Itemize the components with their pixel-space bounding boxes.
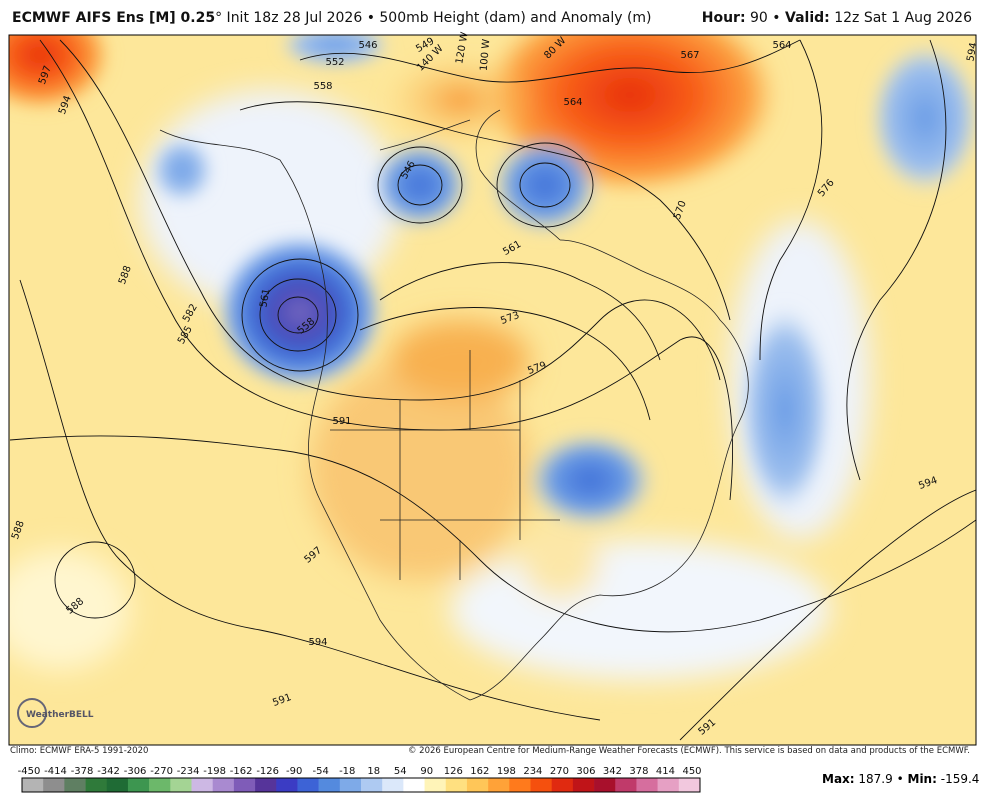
max-value: 187.9	[858, 772, 893, 786]
header-right: Hour: 90 • Valid: 12z Sat 1 Aug 2026	[702, 10, 972, 26]
run-details: ° Init 18z 28 Jul 2026 • 500mb Height (d…	[215, 10, 652, 26]
colorbar-label: -378	[71, 766, 94, 777]
colorbar-swatch	[212, 778, 235, 792]
colorbar-swatch	[657, 778, 680, 792]
colorbar-label: 270	[550, 766, 569, 777]
colorbar-swatch	[191, 778, 213, 792]
anomaly-field	[9, 35, 976, 745]
colorbar-label: -414	[44, 766, 67, 777]
colorbar-swatch	[466, 778, 489, 792]
colorbar-swatch	[43, 778, 65, 792]
colorbar-swatch	[572, 778, 595, 792]
contour-label: 552	[325, 57, 344, 68]
contour-label: 546	[358, 40, 377, 51]
colorbar-swatch	[509, 778, 531, 792]
colorbar-swatch	[85, 778, 108, 792]
contour-label: 558	[313, 81, 332, 92]
colorbar-label: 450	[682, 766, 701, 777]
max-label: Max:	[822, 772, 855, 786]
logo: WeatherBELL	[17, 698, 94, 728]
colorbar-label: 306	[576, 766, 595, 777]
hour: 90	[750, 10, 768, 26]
colorbar-swatch	[488, 778, 510, 792]
colorbar-swatch	[276, 778, 298, 792]
colorbar-label: -270	[150, 766, 173, 777]
contour-label: 100 W	[479, 38, 493, 71]
colorbar-label: 54	[394, 766, 407, 777]
colorbar-swatch	[445, 778, 468, 792]
colorbar-label: -126	[256, 766, 279, 777]
colorbar-label: 18	[367, 766, 380, 777]
colorbar-frame	[21, 777, 701, 793]
min-label: Min:	[907, 772, 937, 786]
colorbar-swatch	[22, 778, 44, 792]
contour-label: 564	[772, 40, 791, 51]
colorbar-swatch	[636, 778, 658, 792]
colorbar-label: -450	[18, 766, 41, 777]
colorbar-swatch	[170, 778, 192, 792]
colorbar-label: -198	[203, 766, 226, 777]
separator: •	[772, 10, 781, 26]
climo-note: Climo: ECMWF ERA-5 1991-2020	[10, 746, 149, 756]
hour-label: Hour:	[701, 10, 746, 26]
contour-label: 564	[563, 97, 582, 108]
max-min: Max: 187.9 • Min: -159.4	[822, 772, 979, 786]
colorbar-label: -162	[230, 766, 253, 777]
colorbar-swatch	[255, 778, 277, 792]
colorbar-swatch	[339, 778, 362, 792]
colorbar-label: -54	[313, 766, 329, 777]
colorbar-swatch	[594, 778, 616, 792]
separator: •	[896, 772, 904, 786]
height-contours	[9, 39, 976, 741]
colorbar-label: -18	[339, 766, 355, 777]
colorbar-swatch	[297, 778, 319, 792]
colorbar-label: 414	[656, 766, 675, 777]
logo-text: WeatherBELL	[26, 710, 94, 720]
min-value: -159.4	[940, 772, 980, 786]
colorbar-swatch	[149, 778, 171, 792]
coastlines	[159, 109, 749, 701]
colorbar-label: -342	[97, 766, 120, 777]
colorbar-swatch	[615, 778, 637, 792]
copyright: © 2026 European Centre for Medium-Range …	[407, 746, 970, 756]
model-title: ECMWF AIFS Ens [M] 0.25	[12, 10, 216, 26]
valid-time: 12z Sat 1 Aug 2026	[834, 10, 972, 26]
colorbar-swatch	[382, 778, 404, 792]
colorbar-swatch	[530, 778, 552, 792]
contour-label: 594	[308, 637, 327, 648]
header-left: ECMWF AIFS Ens [M] 0.25° Init 18z 28 Jul…	[12, 10, 652, 26]
colorbar-swatch	[64, 778, 86, 792]
colorbar-label: 234	[523, 766, 542, 777]
colorbar-label: 378	[629, 766, 648, 777]
colorbar-swatch	[127, 778, 150, 792]
colorbar-label: -234	[177, 766, 200, 777]
colorbar-swatch	[551, 778, 574, 792]
colorbar-swatch	[318, 778, 341, 792]
colorbar-label: 126	[444, 766, 463, 777]
contour-label: 594	[965, 42, 979, 63]
colorbar-label: -306	[124, 766, 147, 777]
contour-label: 591	[332, 416, 351, 427]
valid-label: Valid:	[785, 10, 830, 26]
colorbar-label: 198	[497, 766, 516, 777]
colorbar-swatch	[678, 778, 701, 792]
colorbar-swatch	[233, 778, 256, 792]
contour-label: 561	[258, 288, 272, 309]
colorbar-swatch	[403, 778, 425, 792]
colorbar-swatch	[106, 778, 129, 792]
colorbar-label: -90	[286, 766, 302, 777]
contour-label: 567	[680, 50, 699, 61]
colorbar-swatch	[424, 778, 447, 792]
colorbar-label: 342	[603, 766, 622, 777]
colorbar-label: 90	[420, 766, 433, 777]
colorbar-label: 162	[470, 766, 489, 777]
colorbar: -450 -414 -378 -342 -306 -270 -234 -198 -162 -126…	[18, 766, 702, 793]
colorbar-swatch	[361, 778, 383, 792]
